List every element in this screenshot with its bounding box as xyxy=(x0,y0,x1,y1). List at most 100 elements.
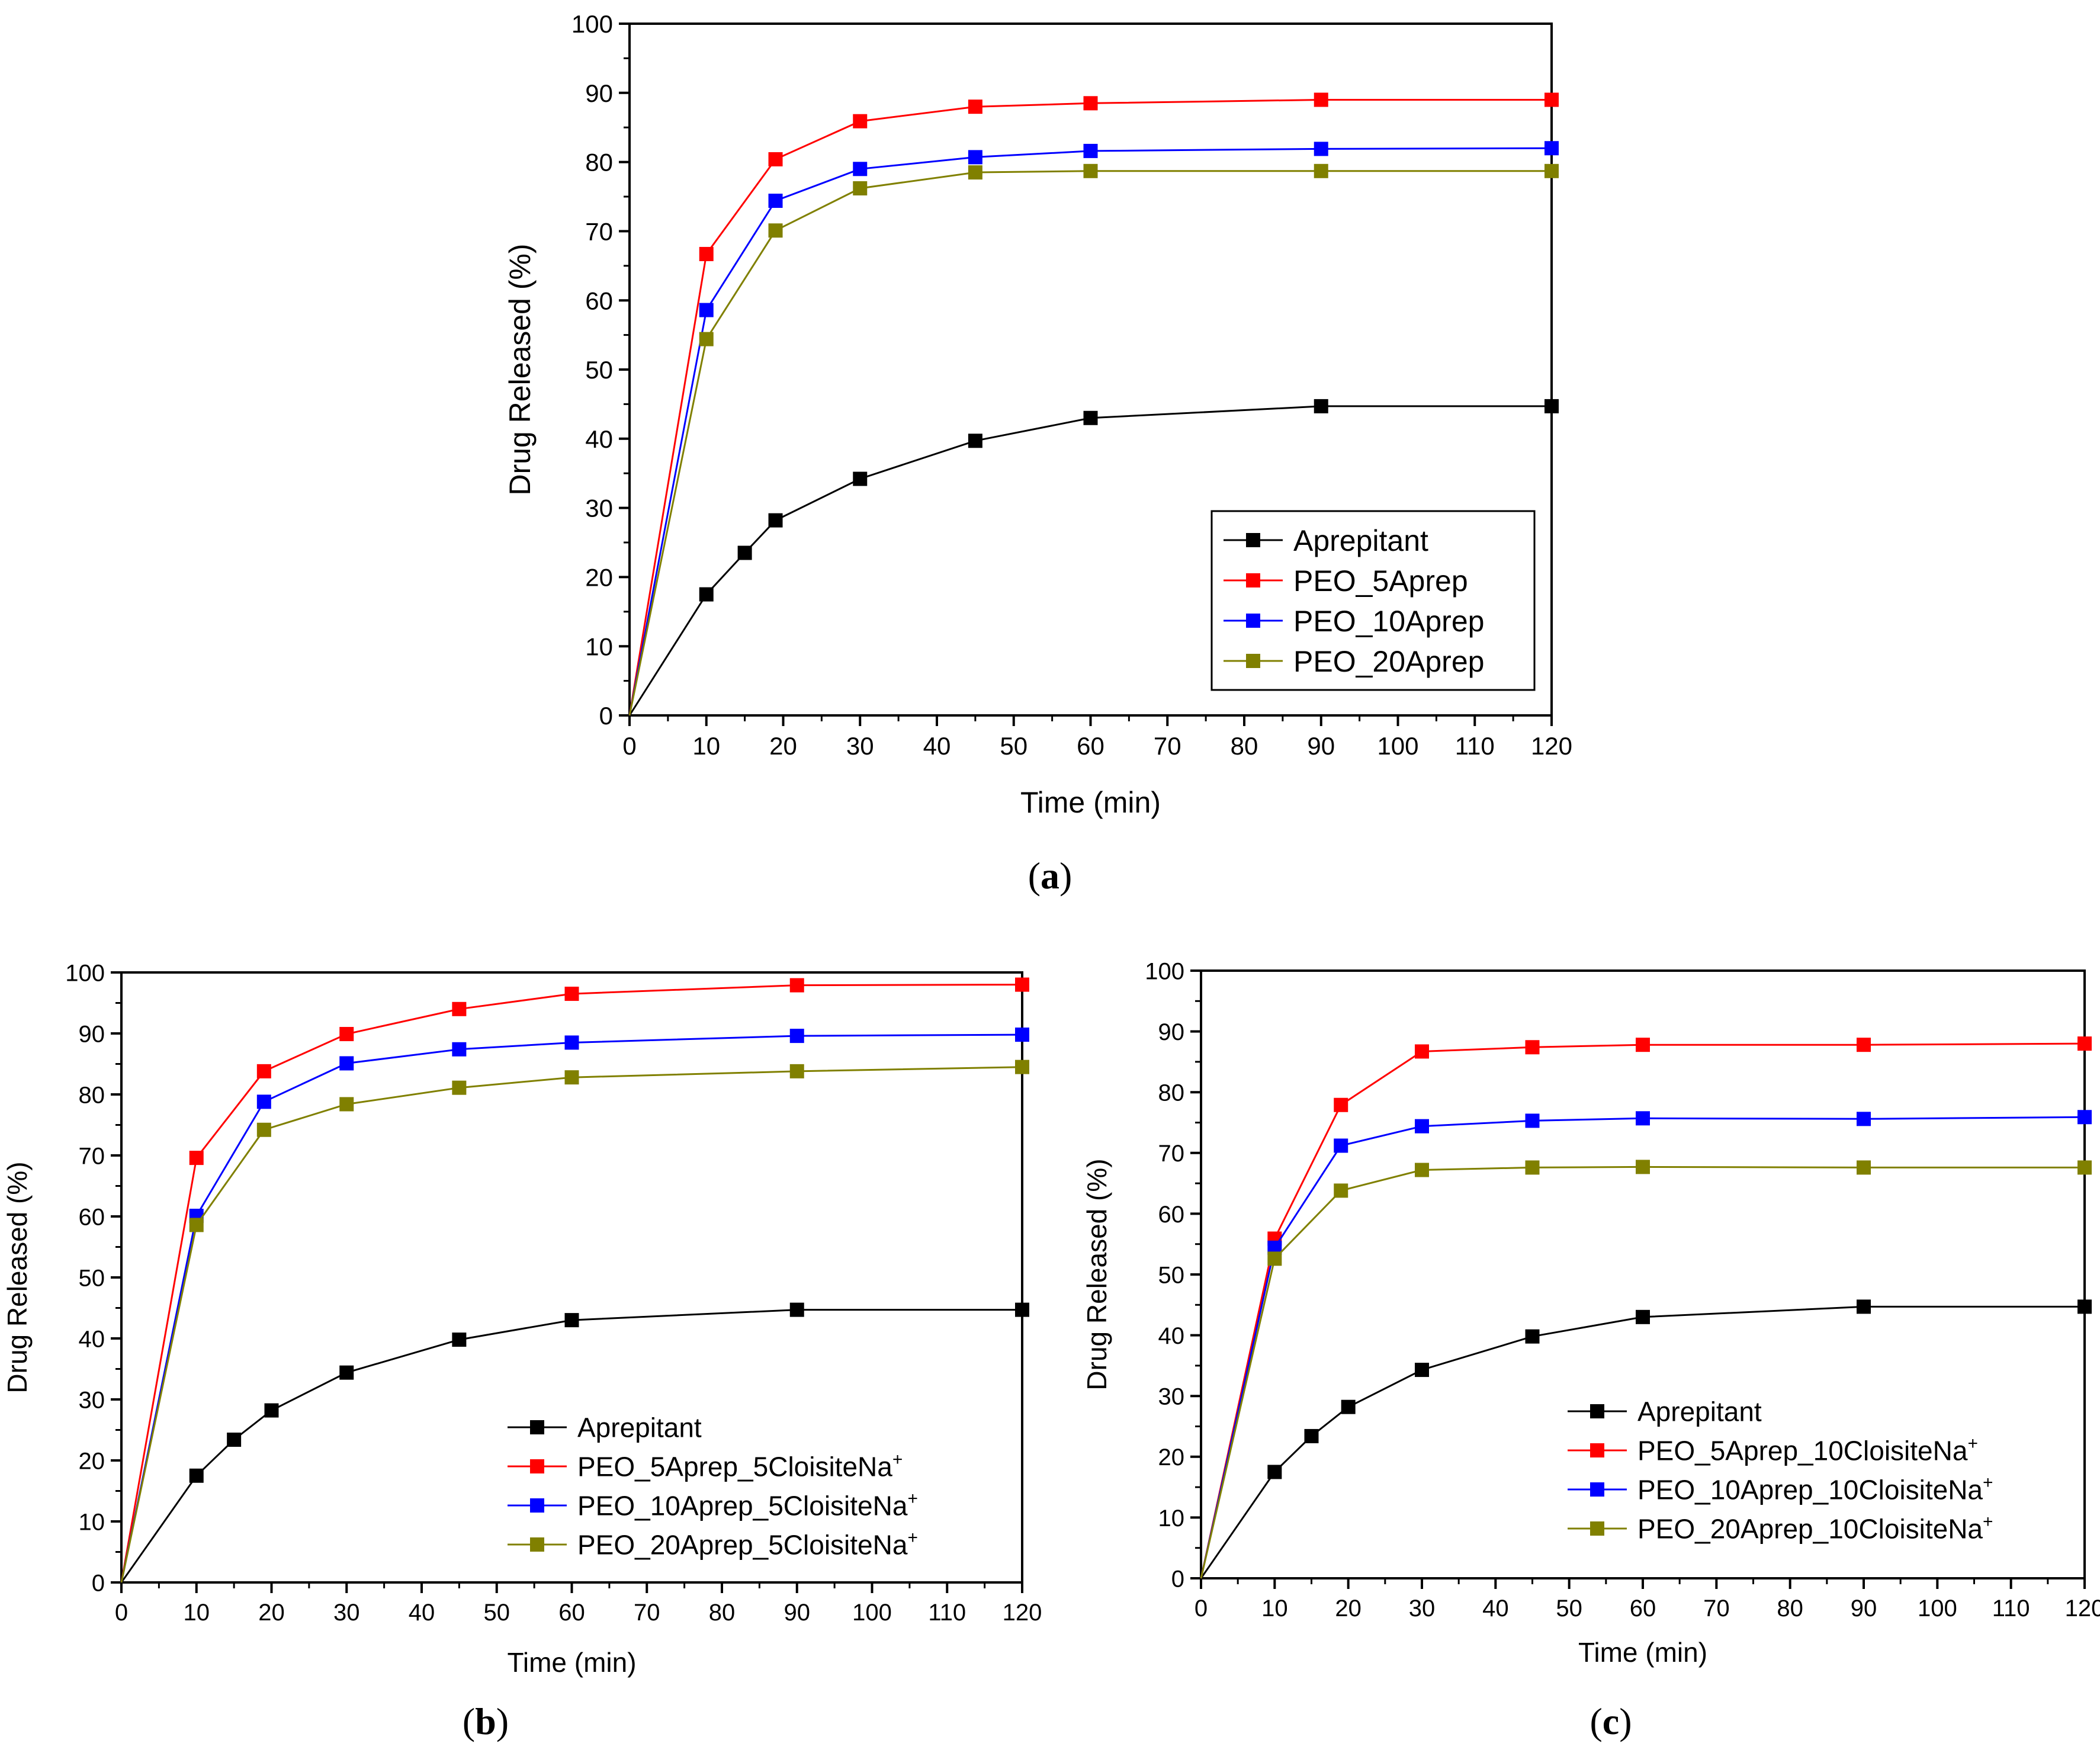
x-tick-label: 50 xyxy=(1000,732,1027,760)
x-tick-label: 20 xyxy=(1335,1595,1362,1622)
legend-label: Aprepitant xyxy=(1293,524,1428,557)
legend-swatch-marker xyxy=(530,1459,544,1473)
y-tick-label: 90 xyxy=(79,1021,105,1047)
legend-label: Aprepitant xyxy=(1637,1396,1762,1427)
data-point xyxy=(264,1403,279,1418)
data-point xyxy=(1636,1160,1650,1174)
data-point xyxy=(1415,1044,1429,1059)
data-point xyxy=(1857,1112,1871,1126)
data-point xyxy=(564,1070,579,1085)
y-tick-label: 30 xyxy=(1158,1384,1185,1410)
y-tick-label: 30 xyxy=(585,495,613,522)
y-tick-label: 90 xyxy=(1158,1019,1185,1045)
x-axis-title: Time (min) xyxy=(507,1647,636,1678)
x-tick-label: 0 xyxy=(1195,1595,1208,1622)
y-tick-label: 80 xyxy=(1158,1080,1185,1106)
x-tick-label: 60 xyxy=(1630,1595,1656,1622)
data-point xyxy=(1525,1160,1540,1175)
data-point xyxy=(452,1001,467,1016)
data-point xyxy=(853,471,868,486)
data-point xyxy=(1525,1113,1540,1128)
x-tick-label: 90 xyxy=(784,1600,811,1626)
legend-label: Aprepitant xyxy=(577,1412,702,1443)
data-point xyxy=(1083,143,1098,158)
series-line-2 xyxy=(1200,1042,2085,1579)
data-point xyxy=(1314,399,1328,413)
data-point xyxy=(699,332,714,346)
legend-swatch-marker xyxy=(1246,654,1260,668)
x-tick-label: 100 xyxy=(1918,1595,1957,1622)
data-point xyxy=(853,162,868,176)
data-point xyxy=(564,1035,579,1050)
y-tick-label: 70 xyxy=(1158,1141,1185,1167)
y-axis-title: Drug Released (%) xyxy=(1081,1158,1112,1390)
data-point xyxy=(1636,1038,1650,1052)
y-tick-label: 80 xyxy=(585,149,613,176)
legend-label: PEO_20Aprep xyxy=(1293,645,1484,678)
x-tick-label: 110 xyxy=(1992,1595,2030,1622)
y-axis-title: Drug Released (%) xyxy=(503,243,537,495)
data-point xyxy=(1314,92,1328,107)
y-tick-label: 70 xyxy=(79,1143,105,1169)
data-point xyxy=(564,987,579,1001)
x-tick-label: 80 xyxy=(1777,1595,1803,1622)
data-point xyxy=(968,99,982,114)
x-tick-label: 40 xyxy=(1482,1595,1509,1622)
series-line-2 xyxy=(120,984,1023,1583)
data-point xyxy=(1314,163,1328,178)
data-point xyxy=(227,1432,242,1447)
y-tick-label: 50 xyxy=(585,356,613,384)
y-tick-label: 90 xyxy=(585,79,613,107)
x-tick-label: 70 xyxy=(1154,732,1181,760)
data-point xyxy=(1636,1111,1650,1126)
y-tick-label: 20 xyxy=(585,564,613,592)
data-point xyxy=(564,1313,579,1328)
data-point xyxy=(452,1333,467,1347)
x-tick-label: 120 xyxy=(1003,1600,1042,1626)
legend-label: PEO_5Aprep xyxy=(1293,564,1468,598)
y-axis-title: Drug Released (%) xyxy=(2,1161,33,1393)
x-tick-label: 20 xyxy=(258,1600,285,1626)
data-point xyxy=(699,303,714,317)
y-tick-label: 50 xyxy=(1158,1262,1185,1288)
panel-caption: (a) xyxy=(1028,855,1073,897)
data-point xyxy=(699,587,714,602)
data-point xyxy=(1545,92,1559,107)
y-tick-label: 60 xyxy=(585,287,613,314)
legend-swatch-marker xyxy=(1246,533,1260,547)
data-point xyxy=(189,1468,204,1483)
data-point xyxy=(1304,1428,1319,1443)
x-tick-label: 110 xyxy=(1455,732,1495,760)
y-tick-label: 50 xyxy=(79,1265,105,1291)
data-point xyxy=(789,1029,804,1044)
x-tick-label: 10 xyxy=(184,1600,210,1626)
legend-swatch-marker xyxy=(530,1537,544,1552)
x-tick-label: 70 xyxy=(1703,1595,1730,1622)
x-axis-title: Time (min) xyxy=(1020,786,1161,819)
data-point xyxy=(853,114,868,129)
x-tick-label: 120 xyxy=(2065,1595,2100,1622)
data-point xyxy=(1636,1309,1650,1324)
legend-label: PEO_5Aprep_10CloisiteNa+ xyxy=(1637,1434,1978,1466)
data-point xyxy=(256,1122,271,1137)
data-point xyxy=(1334,1097,1348,1112)
data-point xyxy=(853,181,868,195)
chart-panel-b: 0 10 20 30 40 50 60 70 80 90 100 110 120 0 10 20 30 40 50 6… xyxy=(2,960,1042,1742)
series-line-4 xyxy=(1200,1166,2085,1579)
y-tick-label: 20 xyxy=(1158,1444,1185,1471)
data-point xyxy=(2077,1160,2092,1175)
data-point xyxy=(1015,1302,1029,1317)
data-point xyxy=(189,1151,204,1166)
y-tick-label: 20 xyxy=(79,1448,105,1474)
data-point xyxy=(1015,1028,1029,1042)
y-tick-label: 30 xyxy=(79,1387,105,1413)
x-tick-label: 90 xyxy=(1307,732,1335,760)
data-point xyxy=(189,1218,204,1232)
y-tick-label: 40 xyxy=(1158,1323,1185,1349)
data-point xyxy=(339,1056,354,1071)
y-tick-label: 0 xyxy=(599,702,613,730)
y-tick-label: 70 xyxy=(585,218,613,246)
y-tick-label: 100 xyxy=(65,960,105,986)
data-point xyxy=(699,246,714,261)
legend-swatch-marker xyxy=(1590,1443,1604,1457)
